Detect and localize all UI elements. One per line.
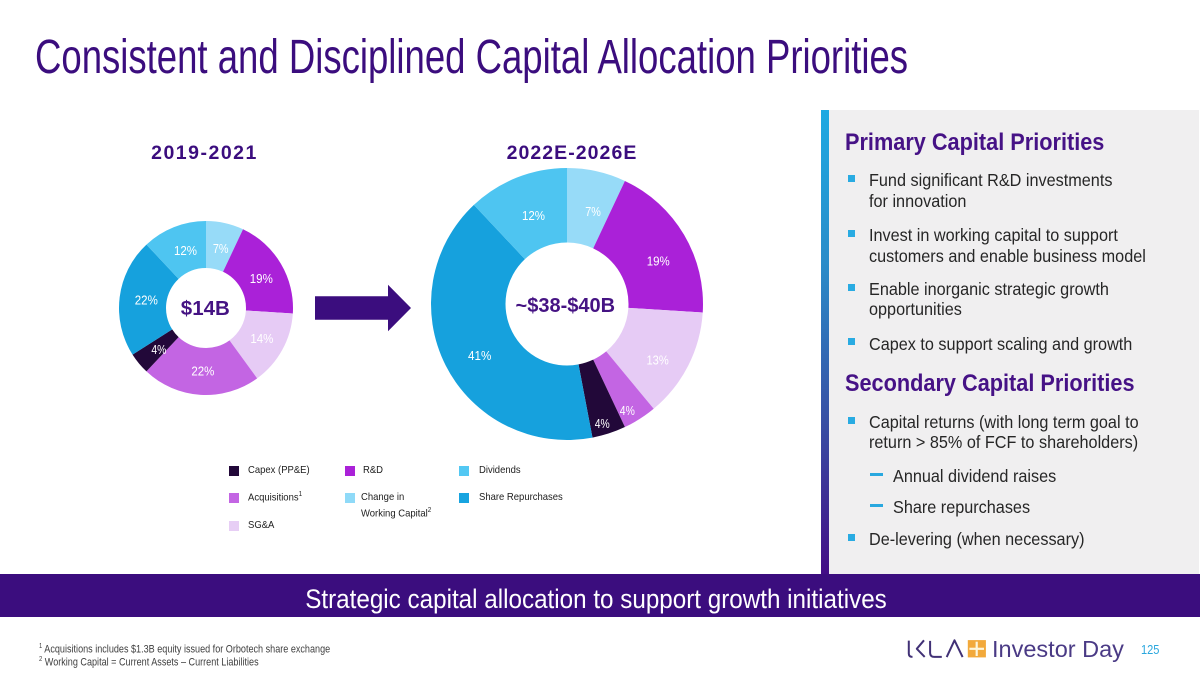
svg-text:19%: 19% [647, 254, 670, 269]
svg-text:7%: 7% [213, 241, 229, 256]
svg-text:14%: 14% [250, 331, 273, 346]
svg-text:12%: 12% [174, 243, 197, 258]
svg-text:4%: 4% [620, 403, 635, 418]
svg-text:22%: 22% [135, 292, 158, 307]
svg-text:22%: 22% [191, 363, 214, 378]
svg-text:7%: 7% [585, 204, 601, 219]
svg-text:19%: 19% [250, 271, 273, 286]
svg-text:4%: 4% [595, 416, 610, 431]
svg-text:12%: 12% [522, 208, 545, 223]
svg-text:4%: 4% [151, 342, 166, 357]
svg-text:13%: 13% [647, 353, 670, 368]
svg-text:41%: 41% [468, 348, 492, 363]
